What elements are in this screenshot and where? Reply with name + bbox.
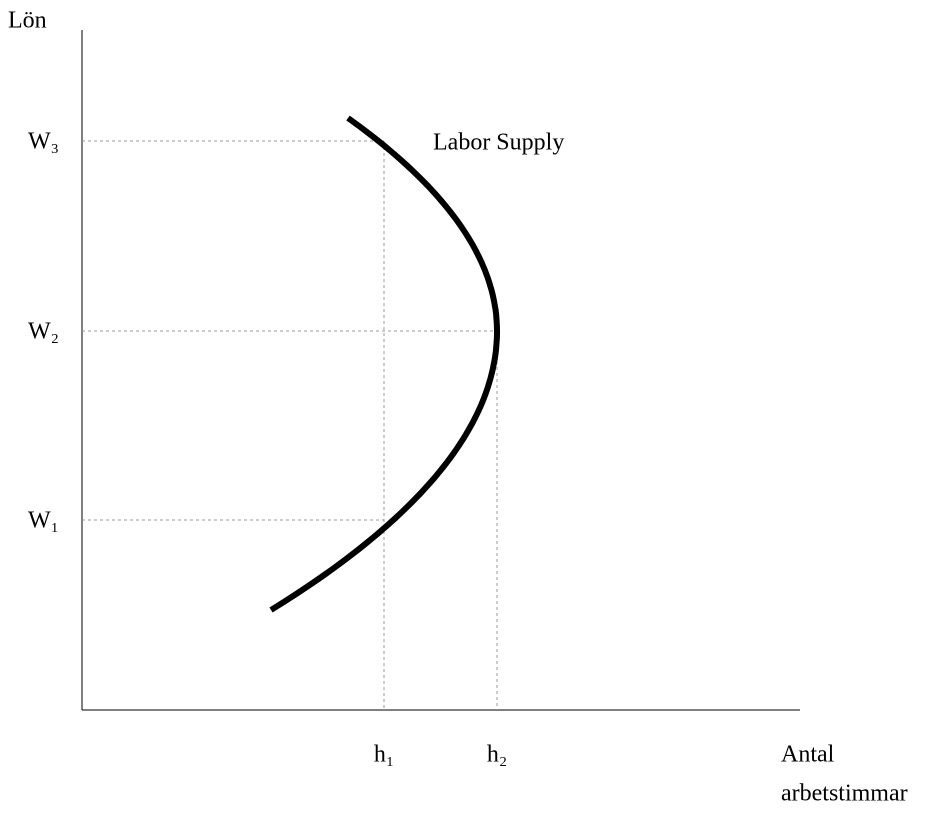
curve-label: Labor Supply [433,130,564,156]
hour-label: h₁ [374,742,394,768]
x-axis-label: Antal [781,742,835,768]
y-axis-label: Lön [8,8,47,34]
supply-curve [269,115,500,613]
wage-label: W₃ [28,129,59,155]
wage-label: W₁ [28,508,59,534]
x-axis-label: arbetstimmar [781,781,908,807]
wage-label: W₂ [28,319,59,345]
hour-label: h₂ [487,742,507,768]
